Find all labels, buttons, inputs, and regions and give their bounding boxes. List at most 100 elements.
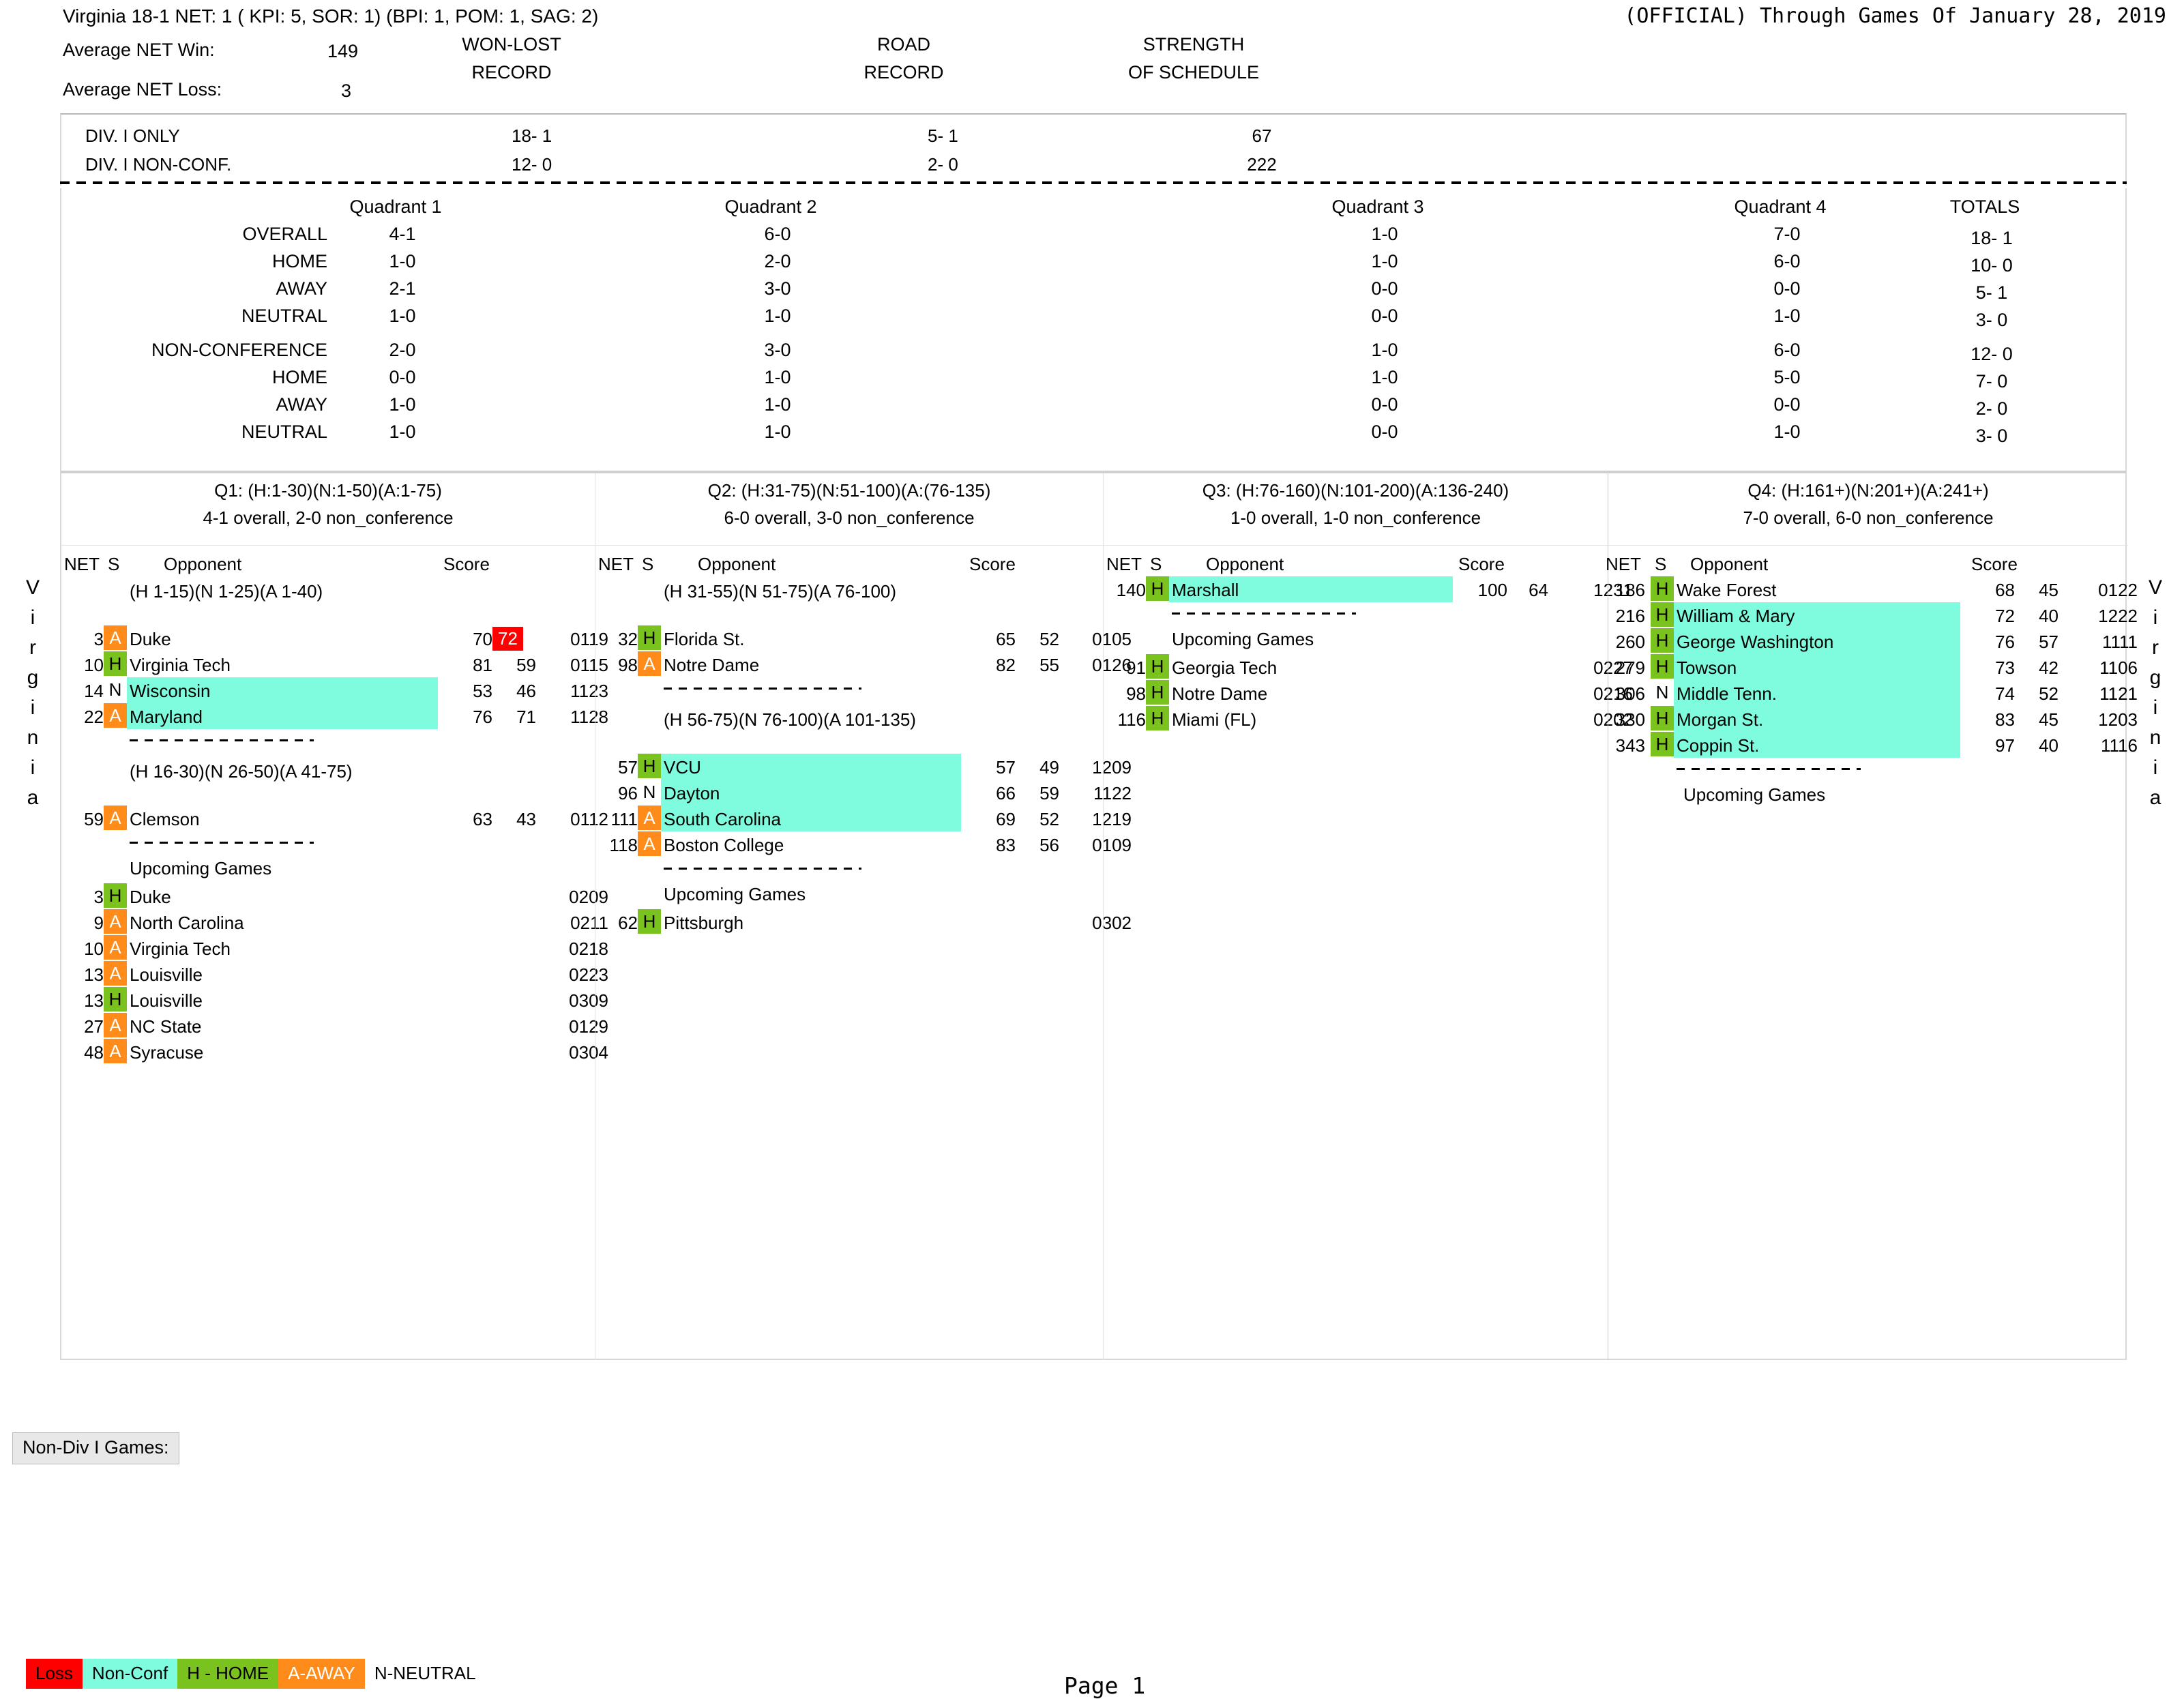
page-number: Page 1: [1064, 1672, 1146, 1699]
table-row: 13 H Louisville 0309: [61, 987, 608, 1016]
game-score-team: 57: [996, 757, 1016, 778]
game-net-rank: 140: [1116, 580, 1146, 600]
division-record-box: DIV. I ONLY 18- 1 5- 1 67 DIV. I NON-CON…: [60, 113, 2127, 186]
quad-summary-row-label: NEUTRAL: [241, 306, 327, 326]
dashed-divider: [60, 181, 2127, 184]
table-row: 3 A Duke 70 72 0119: [61, 625, 608, 655]
quadrant-panel-header: Q2: (H:31-75)(N:51-100)(A:(76-135) 6-0 ov…: [595, 473, 1103, 546]
game-opponent: Notre Dame: [664, 655, 760, 675]
game-opponent: Florida St.: [664, 629, 745, 649]
div-won-lost: 18- 1: [512, 125, 552, 146]
quad-summary-cell: 0-0: [1773, 394, 1801, 415]
game-date: 1122: [1093, 783, 1132, 803]
div-sos: 222: [1247, 154, 1277, 175]
dashed-divider: [664, 688, 861, 690]
quad-summary-cell: 1-0: [764, 367, 791, 387]
table-row: OVERALL 4-1 6-0 1-0 7-0 18- 1: [61, 224, 2125, 250]
game-date: 0126: [1092, 655, 1132, 675]
column-header-opponent: Opponent: [698, 554, 776, 574]
game-date: 1222: [2098, 606, 2138, 626]
game-score-team: 76: [1995, 632, 2015, 652]
game-net-rank: 279: [1615, 658, 1645, 678]
upcoming-games-label: Upcoming Games: [1172, 629, 1314, 649]
quad-summary-cell: 1-0: [389, 422, 416, 442]
non-conference-highlight: [1674, 680, 1960, 706]
game-site-away: A: [638, 831, 661, 856]
team-side-label-char: a: [2149, 786, 2161, 809]
quad-summary-cell: 1-0: [389, 251, 416, 271]
table-row: NEUTRAL 1-0 1-0 0-0 1-0 3- 0: [61, 422, 2125, 447]
game-opponent: Wisconsin: [130, 681, 211, 701]
game-net-rank: 216: [1615, 606, 1645, 626]
game-net-rank: 96: [618, 783, 638, 803]
game-score-team: 97: [1995, 735, 2015, 756]
quad-summary-cell: 0-0: [1371, 394, 1398, 415]
table-row: 279 H Towson 73 42 1106: [1608, 654, 2138, 683]
game-site-home: H: [1651, 706, 1674, 730]
quadrant-2-header: Quadrant 2: [724, 196, 817, 217]
quadrant-4-header: Quadrant 4: [1734, 196, 1827, 217]
legend-away: A-AWAY: [278, 1659, 365, 1689]
quadrant-panel-header: Q3: (H:76-160)(N:101-200)(A:136-240) 1-0 …: [1104, 473, 1608, 546]
game-score-team: 72: [1995, 606, 2015, 626]
table-row: 10 A Virginia Tech 0218: [61, 935, 608, 964]
game-opponent: Georgia Tech: [1172, 658, 1278, 678]
game-site-home: H: [1651, 576, 1674, 601]
game-site-away: A: [104, 1039, 127, 1063]
quad-summary-cell: 5- 1: [1975, 282, 2008, 303]
game-net-rank: 13: [84, 964, 104, 985]
table-row: AWAY 2-1 3-0 0-0 0-0 5- 1: [61, 278, 2125, 304]
page-title: Virginia 18-1 NET: 1 ( KPI: 5, SOR: 1) (…: [63, 5, 599, 27]
quad-summary-cell: 2-0: [389, 340, 416, 360]
quad-summary-cell: 3-0: [764, 278, 791, 299]
column-header-opponent: Opponent: [1690, 554, 1769, 574]
table-row: 118 A Boston College 83 56 0109: [595, 831, 1132, 861]
game-date: 0309: [569, 990, 608, 1011]
game-date: 0129: [569, 1016, 608, 1037]
game-site-neutral: N: [108, 679, 122, 700]
game-opponent: Dayton: [664, 783, 720, 803]
quad-summary-row-label: NON-CONFERENCE: [151, 340, 327, 360]
game-opponent: Notre Dame: [1172, 683, 1268, 704]
quadrant-panel-header: Q1: (H:1-30)(N:1-50)(A:1-75) 4-1 overall,…: [61, 473, 595, 546]
game-opponent: Towson: [1677, 658, 1737, 678]
table-row: 10 H Virginia Tech 81 59 0115: [61, 651, 608, 681]
game-date: 0122: [2098, 580, 2138, 600]
table-row: 216 H William & Mary 72 40 1222: [1608, 602, 2138, 632]
quad-summary-cell: 1-0: [1773, 422, 1801, 442]
quad-summary-cell: 1-0: [764, 422, 791, 442]
game-net-rank: 186: [1615, 580, 1645, 600]
non-div-i-games-label: Non-Div I Games:: [12, 1432, 179, 1464]
quad-summary-cell: 1-0: [764, 306, 791, 326]
team-side-label-char: g: [27, 666, 39, 689]
game-date: 0209: [569, 887, 608, 907]
game-opponent: George Washington: [1677, 632, 1834, 652]
quad-summary-cell: 10- 0: [1971, 255, 2013, 276]
table-row: 91 H Georgia Tech 0227: [1104, 654, 1633, 683]
game-net-rank: 111: [610, 809, 638, 829]
game-net-rank: 260: [1615, 632, 1645, 652]
table-row: 96 N Dayton 66 59 1122: [595, 780, 1132, 809]
quadrant-range-title: Q1: (H:1-30)(N:1-50)(A:1-75): [214, 480, 442, 501]
game-score-team: 65: [996, 629, 1016, 649]
game-date: 0302: [1092, 913, 1132, 933]
non-conference-highlight: [1674, 706, 1960, 732]
table-row: 186 H Wake Forest 68 45 0122: [1608, 576, 2138, 606]
game-opponent: Clemson: [130, 809, 200, 829]
quadrant-3-panel: Q3: (H:76-160)(N:101-200)(A:136-240) 1-0 …: [1103, 473, 1633, 1360]
game-site-neutral: N: [643, 782, 656, 802]
game-site-away: A: [638, 806, 661, 830]
non-conference-highlight: [661, 754, 961, 780]
game-opponent: Middle Tenn.: [1677, 683, 1777, 704]
column-header-opponent: Opponent: [1206, 554, 1284, 574]
road-line2: RECORD: [864, 62, 944, 83]
quad-summary-row-label: HOME: [272, 367, 327, 387]
table-row: 343 H Coppin St. 97 40 1116: [1608, 732, 2138, 761]
table-row: DIV. I ONLY 18- 1 5- 1 67: [61, 125, 2125, 149]
game-opponent: South Carolina: [664, 809, 781, 829]
dashed-divider: [664, 868, 861, 870]
quad-summary-cell: 2- 0: [1975, 398, 2008, 419]
quad-summary-row-label: AWAY: [276, 394, 327, 415]
game-net-rank: 118: [609, 835, 638, 855]
